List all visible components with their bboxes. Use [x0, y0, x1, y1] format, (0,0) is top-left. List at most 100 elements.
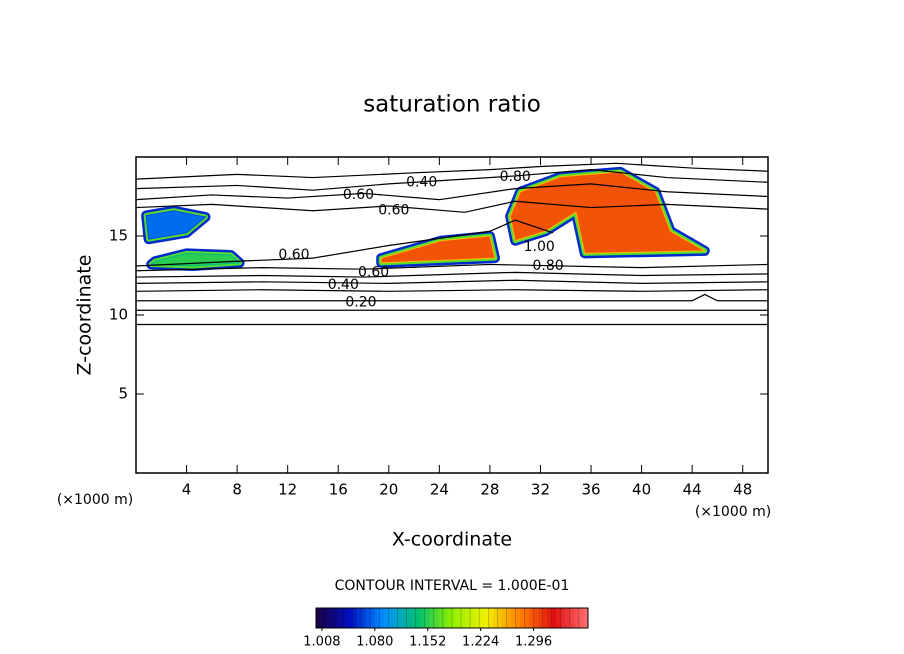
contour-label: 0.40 [406, 174, 437, 190]
x-tick-label: 40 [632, 481, 651, 499]
y-unit: (×1000 m) [57, 492, 133, 508]
colorbar-cell [325, 608, 330, 628]
colorbar-tick-label: 1.008 [303, 635, 340, 650]
x-axis-label: X-coordinate [392, 529, 512, 551]
colorbar-cell [456, 608, 462, 628]
region [149, 252, 241, 267]
x-tick-label: 28 [480, 481, 499, 499]
colorbar-tick-label: 1.080 [356, 635, 393, 650]
x-tick-label: 44 [683, 481, 702, 499]
colorbar-cell [452, 608, 457, 628]
colorbar-cell [329, 608, 335, 628]
y-tick-label: 10 [109, 306, 128, 324]
contour-label: 0.60 [278, 247, 309, 263]
colorbar-cell [384, 608, 389, 628]
colorbar-cell [397, 608, 403, 628]
colorbar-tick-label: 1.152 [409, 635, 446, 650]
colorbar-cell [501, 608, 507, 628]
colorbar-cell [578, 608, 584, 628]
colorbar-cell [365, 608, 371, 628]
colorbar-tick-label: 1.296 [515, 635, 552, 650]
colorbar-cell [479, 608, 485, 628]
colorbar-cell [533, 608, 539, 628]
colorbar-cell [347, 608, 353, 628]
colorbar-cell [438, 608, 444, 628]
colorbar-cell [547, 608, 553, 628]
colorbar-cell [497, 608, 503, 628]
colorbar-cell [583, 608, 589, 628]
contour-line [135, 162, 769, 180]
contour-line [135, 169, 769, 191]
contour-line [135, 219, 554, 267]
colorbar-cell [420, 608, 426, 628]
y-tick-label: 5 [118, 385, 128, 403]
contour-label: 0.80 [532, 258, 563, 274]
x-tick-label: 24 [430, 481, 449, 499]
contour-line [135, 183, 769, 201]
colorbar-cell [565, 608, 571, 628]
colorbar-cell [356, 608, 362, 628]
contour-line [136, 293, 768, 302]
colorbar-cell [483, 608, 489, 628]
colorbar-cell [447, 608, 453, 628]
colorbar-cell [474, 608, 480, 628]
x-tick-label: 20 [379, 481, 398, 499]
colorbar-cell [374, 608, 380, 628]
colorbar-cell [574, 608, 580, 628]
colorbar-cell [488, 608, 494, 628]
colorbar-cell [465, 608, 471, 628]
contour-line [135, 200, 769, 213]
colorbar-cell [551, 608, 557, 628]
x-tick-label: 12 [278, 481, 297, 499]
colorbar-cell [402, 608, 407, 628]
x-tick-label: 8 [232, 481, 242, 499]
colorbar-cell [442, 608, 448, 628]
x-tick-label: 4 [182, 481, 192, 499]
y-tick-label: 15 [109, 227, 128, 245]
colorbar-cell [316, 608, 321, 628]
colorbar-cell [388, 608, 394, 628]
contour-line [135, 279, 769, 285]
contour-label: 1.00 [524, 239, 555, 255]
contour-label: 0.40 [328, 277, 359, 293]
contour-line [135, 263, 769, 272]
contour-label: 0.80 [500, 169, 531, 185]
colorbar-cell [429, 608, 435, 628]
x-unit: (×1000 m) [695, 504, 771, 520]
colorbar-cell [515, 608, 521, 628]
colorbar-cell [556, 608, 562, 628]
chart-title: saturation ratio [363, 92, 541, 118]
region [145, 210, 207, 240]
colorbar-frame [315, 607, 589, 629]
colorbar-cell [510, 608, 516, 628]
contour-label: 0.60 [378, 203, 409, 219]
colorbar-cell [411, 608, 417, 628]
x-tick-label: 16 [329, 481, 348, 499]
colorbar-cell [492, 608, 498, 628]
colorbar-cell [560, 608, 566, 628]
colorbar-cell [506, 608, 512, 628]
y-axis-label: Z-coordinate [74, 255, 96, 376]
colorbar-cell [520, 608, 525, 628]
colorbar-cell [406, 608, 412, 628]
colorbar-cell [569, 608, 575, 628]
x-tick-label: 32 [531, 481, 550, 499]
x-tick-label: 36 [581, 481, 600, 499]
colorbar-cell [379, 608, 385, 628]
colorbar-cell [524, 608, 530, 628]
colorbar-cell [415, 608, 421, 628]
colorbar-cell [370, 608, 376, 628]
contour-label: 0.60 [358, 264, 389, 280]
colorbar-cell [338, 608, 344, 628]
colorbar-cell [334, 608, 339, 628]
colorbar-cell [470, 608, 475, 628]
colorbar-cell [352, 608, 358, 628]
colorbar-cell [424, 608, 430, 628]
colorbar-cell [542, 608, 548, 628]
colorbar-cell [538, 608, 543, 628]
colorbar-cell [320, 608, 326, 628]
colorbar-cell [361, 608, 367, 628]
contour-interval: CONTOUR INTERVAL = 1.000E-01 [335, 578, 570, 594]
